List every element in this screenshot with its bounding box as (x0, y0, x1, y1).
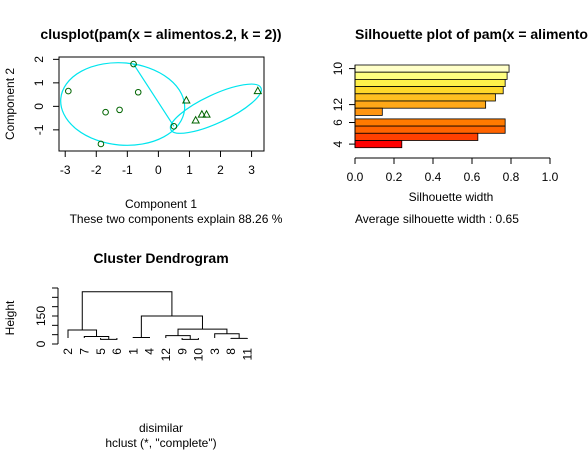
leaf-label: 9 (175, 348, 189, 355)
clusplot-lines (133, 63, 175, 127)
silhouette-x-label: Silhouette width (409, 190, 494, 204)
dendrogram-link (81, 291, 173, 330)
clusplot-ellipses (60, 62, 262, 146)
clusplot-subtitle: These two components explain 88.26 % (70, 212, 283, 226)
silhouette-average: Average silhouette width : 0.65 (355, 212, 519, 226)
silhouette-bar (354, 79, 506, 88)
x-tick-label: 0 (155, 163, 162, 177)
silhouette-bar (354, 86, 504, 95)
clusplot-points (65, 60, 263, 148)
y-tick-label: 2 (32, 56, 46, 63)
dendrogram-links (67, 291, 248, 340)
leaf-label: 10 (192, 348, 206, 362)
x-tick-label: -1 (122, 163, 133, 177)
dendrogram-title: Cluster Dendrogram (93, 250, 228, 266)
x-tick-label: 0.2 (386, 170, 403, 184)
y-tick-label: -1 (32, 124, 46, 135)
data-point-circle (130, 60, 137, 68)
x-tick-label: -2 (91, 163, 102, 177)
dendrogram-subtitle: hclust (*, "complete") (105, 436, 216, 450)
dendrogram-link (165, 335, 191, 340)
dendrogram-y-axis: 0 150 (34, 287, 59, 347)
clusplot-x-axis: -3 -2 -1 0 1 2 3 (60, 150, 255, 177)
x-tick-label: -3 (60, 163, 71, 177)
row-tick-label: 12 (331, 98, 345, 112)
silhouette-bar (354, 64, 510, 73)
silhouette-bar (354, 100, 487, 109)
dendrogram-link (214, 333, 240, 339)
leaf-label: 4 (143, 348, 157, 355)
silhouette-panel: Silhouette plot of pam(x = alimentos.2, … (331, 26, 588, 226)
data-point-circle (116, 106, 123, 114)
x-tick-label: 2 (217, 163, 224, 177)
silhouette-bar (354, 107, 383, 116)
y-tick-label: 0 (34, 340, 48, 347)
clusplot-y-label: Component 2 (3, 68, 17, 140)
data-point-triangle (253, 86, 263, 95)
leaf-label: 5 (94, 348, 108, 355)
data-point-triangle (202, 109, 211, 118)
data-point-triangle (197, 109, 207, 118)
cluster-ellipse-1 (60, 62, 186, 146)
silhouette-row-labels: 10 12 6 4 (331, 62, 356, 148)
leaf-label: 6 (110, 348, 124, 355)
clusplot-title: clusplot(pam(x = alimentos.2, k = 2)) (40, 26, 281, 42)
clusplot-y-axis: -1 0 1 2 (32, 56, 60, 135)
data-point-triangle (191, 115, 201, 124)
data-point-circle (170, 123, 178, 130)
data-point-circle (134, 88, 142, 96)
row-tick-label: 4 (331, 140, 345, 147)
silhouette-bar (354, 125, 506, 134)
dendrogram-y-label: Height (3, 300, 17, 335)
clusplot-x-label: Component 1 (125, 197, 197, 211)
x-tick-label: 1.0 (542, 170, 559, 184)
x-tick-label: 0.6 (464, 170, 481, 184)
data-point-circle (97, 140, 105, 148)
dendrogram-link (132, 336, 150, 338)
y-tick-label: 0 (32, 103, 46, 110)
row-tick-label: 6 (331, 119, 345, 126)
data-point-circle (102, 108, 109, 116)
leaf-label: 3 (208, 348, 222, 355)
silhouette-bar (354, 140, 403, 149)
dendrogram-link (140, 315, 203, 338)
leaf-label: 12 (159, 348, 173, 362)
row-tick-label: 10 (331, 62, 345, 76)
data-point-circle (65, 87, 72, 95)
x-tick-label: 0.4 (425, 170, 442, 184)
x-tick-label: 0.8 (503, 170, 520, 184)
x-tick-label: 3 (248, 163, 255, 177)
leaf-label: 8 (224, 348, 238, 355)
cluster-link-line (133, 63, 175, 127)
dendrogram-link (177, 328, 228, 336)
silhouette-bar (354, 93, 496, 102)
leaf-label: 1 (126, 348, 140, 355)
x-tick-label: 0.0 (347, 170, 364, 184)
y-tick-label: 150 (34, 306, 48, 326)
y-tick-label: 1 (32, 79, 46, 86)
clusplot-panel: clusplot(pam(x = alimentos.2, k = 2)) -3… (3, 26, 283, 226)
data-point-triangle (181, 95, 191, 104)
cluster-ellipse-2 (169, 83, 262, 134)
silhouette-title: Silhouette plot of pam(x = alimentos.2, … (355, 26, 588, 42)
dendrogram-leaf-labels: 2 7 5 6 1 4 12 9 10 3 8 11 (61, 348, 254, 362)
leaf-label: 11 (241, 348, 255, 361)
x-tick-label: 1 (186, 163, 193, 177)
silhouette-bars (354, 64, 510, 149)
silhouette-bar (354, 132, 479, 141)
leaf-label: 2 (61, 348, 75, 355)
silhouette-bar (354, 71, 508, 80)
silhouette-bar (354, 118, 506, 127)
dendrogram-x-label: disimilar (139, 421, 183, 435)
leaf-label: 7 (78, 348, 92, 355)
silhouette-x-axis: 0.0 0.2 0.4 0.6 0.8 1.0 (347, 157, 559, 184)
